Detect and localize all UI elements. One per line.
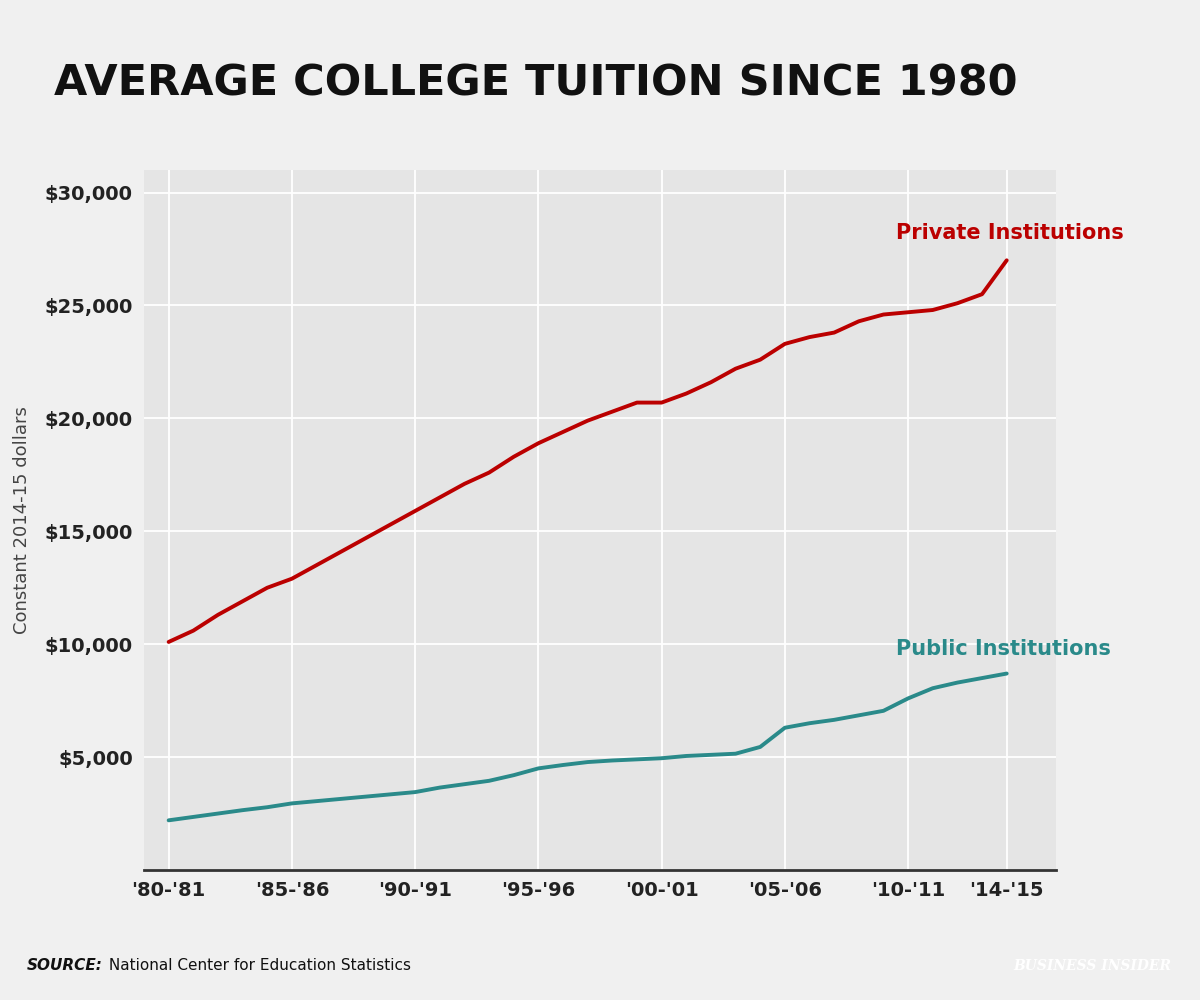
Text: Public Institutions: Public Institutions [895, 639, 1111, 659]
Text: National Center for Education Statistics: National Center for Education Statistics [104, 958, 412, 972]
Text: Private Institutions: Private Institutions [895, 223, 1123, 243]
Y-axis label: Constant 2014-15 dollars: Constant 2014-15 dollars [13, 406, 31, 634]
Text: AVERAGE COLLEGE TUITION SINCE 1980: AVERAGE COLLEGE TUITION SINCE 1980 [54, 63, 1018, 105]
Text: SOURCE:: SOURCE: [26, 958, 102, 972]
Text: BUSINESS INSIDER: BUSINESS INSIDER [1013, 958, 1171, 972]
